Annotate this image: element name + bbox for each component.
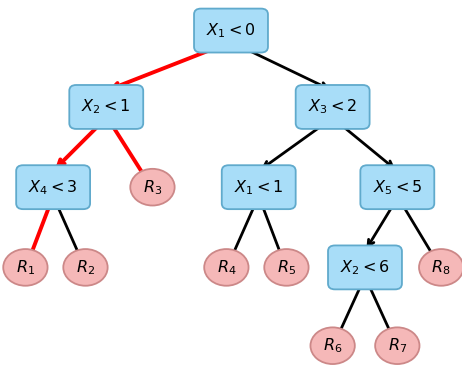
Circle shape [264,249,309,286]
Circle shape [419,249,462,286]
Circle shape [130,169,175,206]
Text: $R_1$: $R_1$ [16,258,35,277]
FancyBboxPatch shape [360,165,434,209]
Text: $X_3 < 2$: $X_3 < 2$ [308,98,357,116]
Text: $X_1 < 0$: $X_1 < 0$ [206,21,256,40]
Circle shape [3,249,48,286]
Text: $X_4 < 3$: $X_4 < 3$ [28,178,78,196]
Circle shape [204,249,249,286]
Text: $R_4$: $R_4$ [217,258,236,277]
FancyBboxPatch shape [16,165,90,209]
Text: $R_3$: $R_3$ [143,178,162,196]
FancyBboxPatch shape [328,245,402,290]
FancyBboxPatch shape [222,165,296,209]
Circle shape [63,249,108,286]
Text: $R_7$: $R_7$ [388,337,407,355]
Circle shape [310,327,355,364]
FancyBboxPatch shape [69,85,143,129]
Text: $R_5$: $R_5$ [277,258,296,277]
Text: $X_2 < 6$: $X_2 < 6$ [340,258,390,277]
Text: $R_8$: $R_8$ [432,258,451,277]
Text: $R_2$: $R_2$ [76,258,95,277]
Text: $R_6$: $R_6$ [323,337,342,355]
FancyBboxPatch shape [194,8,268,52]
Circle shape [375,327,419,364]
FancyBboxPatch shape [296,85,370,129]
Text: $X_5 < 5$: $X_5 < 5$ [372,178,422,196]
Text: $X_2 < 1$: $X_2 < 1$ [81,98,131,116]
Text: $X_1 < 1$: $X_1 < 1$ [234,178,284,196]
